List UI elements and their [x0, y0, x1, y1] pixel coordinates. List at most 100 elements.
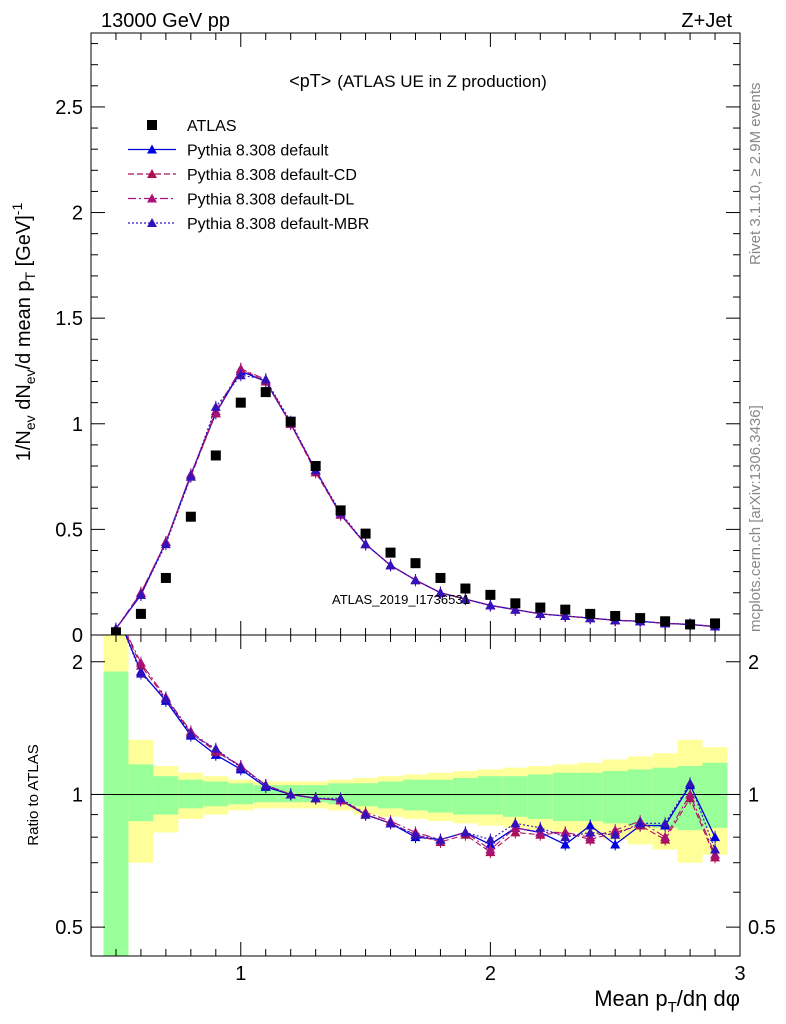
- ratio-marker: [535, 822, 546, 832]
- atlas-data-point: [385, 547, 396, 558]
- y-tick-label: 0: [72, 625, 83, 647]
- ratio-band-inner: [452, 777, 478, 815]
- atlas-data-point: [710, 618, 721, 629]
- ratio-marker: [660, 832, 671, 842]
- main-marker: [485, 600, 496, 610]
- mcplots-label: mcplots.cern.ch [arXiv:1306.3436]: [747, 405, 764, 632]
- main-panel: ATLAS_2019_I1736531 0 0.5 1 1.5 2 2.5 <pT> (AT…: [9, 32, 741, 647]
- ratio-y-tick-label: 2: [72, 652, 83, 674]
- ratio-marker: [210, 743, 221, 753]
- atlas-data-point: [410, 558, 421, 569]
- atlas-data-point: [660, 616, 671, 627]
- y-tick-label: 1.5: [55, 308, 83, 330]
- atlas-data-point: [135, 608, 146, 619]
- ratio-marker: [260, 780, 271, 790]
- x-axis-label: Mean pT/dη dφ: [594, 986, 740, 1016]
- legend-marker: [147, 169, 157, 178]
- ratio-band-inner: [702, 762, 728, 828]
- main-marker: [210, 401, 221, 411]
- y-tick-label: 2.5: [55, 97, 83, 119]
- ratio-marker: [510, 818, 521, 828]
- main-marker: [135, 589, 146, 599]
- x-tick-label: 3: [734, 963, 745, 985]
- ratio-marker: [610, 829, 621, 839]
- legend-marker: [147, 120, 157, 130]
- ratio-band-inner: [427, 779, 453, 813]
- header-right-label: Z+Jet: [681, 10, 732, 32]
- ratio-y-tick-label: 1: [72, 784, 83, 806]
- legend-label: Pythia 8.308 default-MBR: [187, 216, 369, 233]
- main-marker: [385, 560, 396, 570]
- ratio-band-inner: [403, 779, 428, 811]
- ratio-marker: [560, 839, 571, 849]
- ratio-band-inner: [128, 764, 154, 822]
- atlas-data-point: [485, 589, 496, 600]
- ratio-band-inner: [502, 776, 528, 817]
- ratio-band-inner: [477, 776, 503, 815]
- ratio-panel: 1 2 3 0.5 0.5 1 1 2 2 Ratio to ATLAS Mean pT/dη …: [25, 607, 776, 1016]
- atlas-data-point: [460, 583, 471, 594]
- ratio-marker: [660, 818, 671, 828]
- main-y-axis-label: 1/Nev dNev/d mean pT [GeV]-1: [9, 203, 38, 462]
- main-marker: [510, 604, 521, 614]
- legend-item: Pythia 8.308 default-MBR: [128, 216, 369, 233]
- atlas-data-point: [310, 461, 321, 472]
- ratio-marker: [111, 607, 121, 616]
- atlas-data-point: [685, 619, 696, 630]
- main-marker: [410, 575, 421, 585]
- ratio-marker: [610, 839, 621, 849]
- ratio-marker: [485, 844, 496, 854]
- legend-marker: [147, 218, 157, 227]
- main-marker: [535, 608, 546, 618]
- main-marker: [235, 370, 246, 380]
- plot-title-main: <pT>: [289, 71, 331, 91]
- y-tick-label: 1: [72, 414, 83, 436]
- ratio-marker: [485, 834, 496, 844]
- atlas-data-point: [260, 387, 271, 398]
- legend-label: ATLAS: [187, 118, 237, 135]
- atlas-data-point: [360, 528, 371, 539]
- ratio-marker: [685, 778, 696, 788]
- main-series-line: [115, 368, 716, 629]
- legend-item: Pythia 8.308 default-CD: [128, 167, 357, 184]
- ratio-band-inner: [527, 774, 553, 819]
- atlas-data-point: [635, 613, 646, 624]
- ratio-marker: [585, 820, 596, 830]
- atlas-data-point: [585, 608, 596, 619]
- ratio-marker: [185, 729, 196, 739]
- ratio-marker: [385, 818, 396, 828]
- plot-title-sub: (ATLAS UE in Z production): [337, 72, 546, 91]
- atlas-data-point: [560, 604, 571, 615]
- ratio-marker: [111, 607, 121, 616]
- atlas-data-point: [610, 610, 621, 621]
- ratio-y-axis-label: Ratio to ATLAS: [25, 744, 42, 845]
- ratio-marker: [435, 834, 446, 844]
- main-marker: [560, 610, 571, 620]
- ratio-marker: [310, 793, 321, 803]
- main-series-line: [115, 368, 716, 629]
- atlas-data-point: [160, 572, 171, 583]
- ratio-marker: [135, 668, 146, 678]
- ratio-band-inner: [153, 776, 179, 815]
- main-marker: [235, 363, 246, 373]
- ratio-band-inner: [552, 772, 578, 822]
- atlas-data-point: [285, 416, 296, 427]
- ratio-marker: [560, 832, 571, 842]
- y-tick-label: 0.5: [55, 519, 83, 541]
- plot-title: <pT> (ATLAS UE in Z production): [289, 71, 546, 91]
- ratio-y-tick-label-right: 2: [748, 652, 759, 674]
- legend-marker: [147, 144, 157, 154]
- legend: ATLAS Pythia 8.308 default Pythia 8.308 de…: [128, 118, 369, 233]
- legend-marker: [147, 193, 157, 203]
- atlas-data-point: [185, 511, 196, 522]
- legend-label: Pythia 8.308 default-DL: [187, 192, 354, 209]
- main-series-line: [115, 374, 716, 629]
- ratio-marker: [360, 809, 371, 819]
- x-tick-label: 2: [485, 963, 496, 985]
- rivet-version-label: Rivet 3.1.10, ≥ 2.9M events: [747, 83, 764, 266]
- main-marker: [360, 539, 371, 549]
- ratio-marker: [285, 789, 296, 799]
- atlas-data-point: [535, 602, 546, 613]
- ratio-marker: [111, 607, 121, 616]
- main-marker: [260, 374, 271, 384]
